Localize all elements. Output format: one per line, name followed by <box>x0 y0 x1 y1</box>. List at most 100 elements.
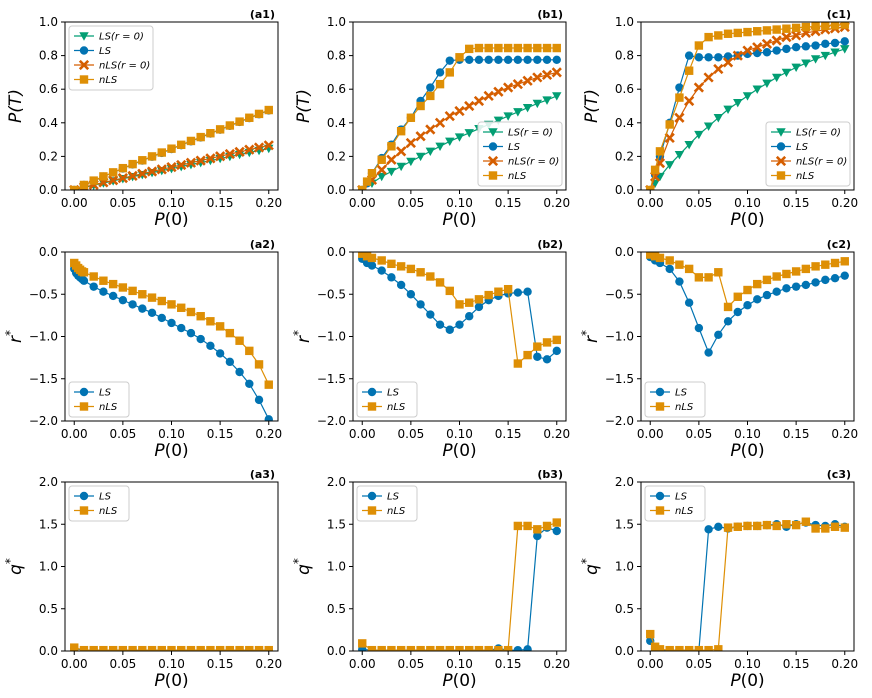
plot-area <box>358 518 561 651</box>
data-point <box>146 166 158 177</box>
data-point <box>801 517 811 526</box>
data-point <box>684 264 694 274</box>
data-point <box>99 287 108 296</box>
data-point <box>791 30 802 41</box>
legend-entry: LS <box>74 388 112 399</box>
series-line <box>361 258 558 360</box>
data-point <box>128 286 137 296</box>
x-tick-label: 0.00 <box>61 427 88 441</box>
data-point <box>157 296 166 306</box>
x-tick-label: 0.05 <box>398 427 425 441</box>
data-point <box>674 112 685 123</box>
data-point <box>723 29 733 38</box>
series-ls <box>358 254 561 364</box>
x-tick-label: 0.00 <box>61 196 88 210</box>
x-tick-label: 0.10 <box>734 427 761 441</box>
y-axis-label: q* <box>291 558 314 575</box>
x-tick-label: 0.15 <box>783 657 810 671</box>
data-point <box>264 415 273 421</box>
legend-label: LS(r = 0) <box>796 128 841 139</box>
x-tick-label: 0.00 <box>349 657 376 671</box>
data-point <box>646 252 655 259</box>
y-tick-label: 0.4 <box>39 116 58 130</box>
data-point <box>396 127 406 136</box>
data-point <box>762 520 772 530</box>
data-point <box>362 252 372 261</box>
legend-entry: nLS <box>650 506 694 517</box>
x-axis-label: P(0) <box>154 441 188 461</box>
data-point <box>185 157 197 168</box>
data-point <box>177 323 186 333</box>
data-point <box>772 521 781 531</box>
data-point <box>552 55 561 64</box>
data-point <box>445 325 454 334</box>
legend-entry: LS(r = 0) <box>771 128 841 139</box>
data-point <box>387 259 396 269</box>
panel-b1: 0.00 0.05 0.10 0.15 0.20 0.0 0.2 0.4 0.6 0.8 1.0 P(… <box>294 8 570 230</box>
x-axis-label: P(0) <box>730 671 764 691</box>
data-point <box>358 639 367 648</box>
data-point <box>79 180 89 190</box>
series-nls <box>358 252 561 368</box>
data-point <box>235 645 244 651</box>
y-tick-label: 0.2 <box>39 149 58 163</box>
x-tick-label: 0.20 <box>543 427 570 441</box>
data-point <box>128 159 137 169</box>
data-point <box>494 287 503 296</box>
data-point <box>426 645 435 651</box>
panel-c1: 0.00 0.05 0.10 0.15 0.20 0.0 0.2 0.4 0.6 0.8 1.0 P(… <box>582 8 858 230</box>
data-point <box>386 154 397 165</box>
data-point <box>445 286 454 296</box>
data-point <box>434 117 446 128</box>
panel-label: (c2) <box>827 238 851 251</box>
x-tick-label: 0.10 <box>734 657 761 671</box>
data-point <box>89 272 98 281</box>
legend-label: nLS <box>796 171 815 182</box>
data-point <box>782 520 791 529</box>
legend-entry: nLS <box>362 402 406 413</box>
data-point <box>772 287 781 296</box>
data-point <box>464 129 474 138</box>
data-point <box>362 177 372 186</box>
panel-label: (b1) <box>537 8 563 21</box>
x-tick-label: 0.15 <box>207 427 234 441</box>
legend-label: nLS <box>99 75 118 86</box>
y-axis-label: r* <box>291 330 314 343</box>
data-point <box>253 142 265 153</box>
legend-entry: nLS <box>483 171 527 182</box>
legend-entry: LS <box>74 492 112 503</box>
data-point <box>396 645 406 651</box>
legend-entry: LS <box>362 388 400 399</box>
data-point <box>215 322 225 331</box>
series-nls <box>646 22 849 190</box>
data-point <box>542 55 552 64</box>
x-tick-label: 0.00 <box>61 657 88 671</box>
data-point <box>196 312 205 321</box>
y-tick-label: 0.8 <box>327 49 346 63</box>
data-point <box>684 51 694 60</box>
data-point <box>473 95 485 107</box>
data-point <box>127 170 138 182</box>
legend-entry: LS(r = 0) <box>483 128 553 139</box>
data-point <box>167 318 176 328</box>
data-point <box>166 162 177 173</box>
data-point <box>455 645 464 651</box>
series-nls <box>70 105 273 190</box>
data-point <box>376 164 387 175</box>
y-axis-label: r* <box>579 330 602 343</box>
data-point <box>675 260 684 269</box>
data-point <box>254 360 264 369</box>
x-tick-label: 0.10 <box>446 196 473 210</box>
y-tick-label: 0.0 <box>615 245 634 259</box>
data-point <box>186 328 196 338</box>
x-axis-label: P(0) <box>730 441 764 461</box>
legend-entry: nLS <box>650 402 694 413</box>
data-point <box>713 114 724 123</box>
data-point <box>426 310 435 319</box>
x-tick-label: 0.10 <box>158 657 185 671</box>
data-point <box>752 42 763 53</box>
data-point <box>377 645 386 651</box>
legend-label: LS <box>508 142 521 153</box>
data-point <box>532 99 543 109</box>
data-point <box>742 45 753 56</box>
